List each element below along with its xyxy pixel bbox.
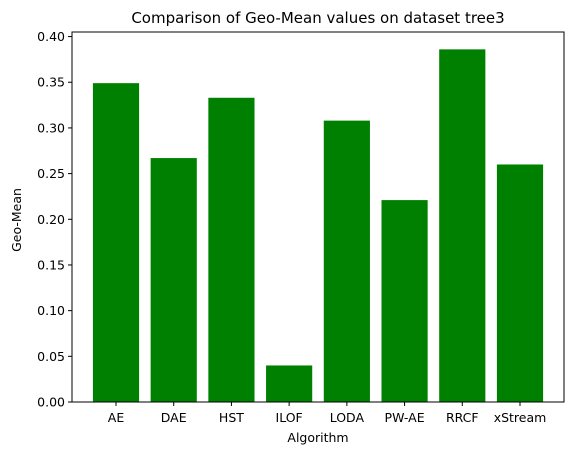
bar-dae <box>151 158 197 402</box>
y-tick-label: 0.00 <box>37 395 65 410</box>
bar-ae <box>93 83 139 402</box>
x-axis-ticks: AE DAE HST ILOF LODA PW-AE RRCF xStream <box>108 402 547 425</box>
y-tick-label: 0.35 <box>37 75 65 90</box>
x-tick-label: PW-AE <box>385 410 425 425</box>
x-tick-label: ILOF <box>276 410 303 425</box>
bar-pw-ae <box>381 200 427 402</box>
y-tick-label: 0.30 <box>37 120 65 135</box>
bars-group <box>93 49 543 402</box>
x-tick-label: xStream <box>494 410 547 425</box>
y-tick-label: 0.40 <box>37 29 65 44</box>
x-tick-label: RRCF <box>446 410 479 425</box>
plot-frame <box>72 32 564 402</box>
x-axis-label: Algorithm <box>287 430 348 445</box>
x-tick-label: HST <box>219 410 244 425</box>
y-axis-ticks: 0.00 0.05 0.10 0.15 0.20 0.25 0.30 0.35 0.40 <box>37 29 72 409</box>
bar-ilof <box>266 365 312 402</box>
y-axis-label: Geo-Mean <box>9 188 24 252</box>
x-tick-label: LODA <box>330 410 365 425</box>
y-tick-label: 0.25 <box>37 166 65 181</box>
x-tick-label: AE <box>108 410 125 425</box>
y-tick-label: 0.20 <box>37 212 65 227</box>
bar-loda <box>324 121 370 402</box>
bar-xstream <box>497 164 543 402</box>
y-tick-label: 0.05 <box>37 349 65 364</box>
y-tick-label: 0.15 <box>37 257 65 272</box>
bar-hst <box>208 98 254 402</box>
bar-rrcf <box>439 49 485 402</box>
y-tick-label: 0.10 <box>37 303 65 318</box>
x-tick-label: DAE <box>161 410 187 425</box>
chart-title: Comparison of Geo-Mean values on dataset… <box>131 9 504 27</box>
